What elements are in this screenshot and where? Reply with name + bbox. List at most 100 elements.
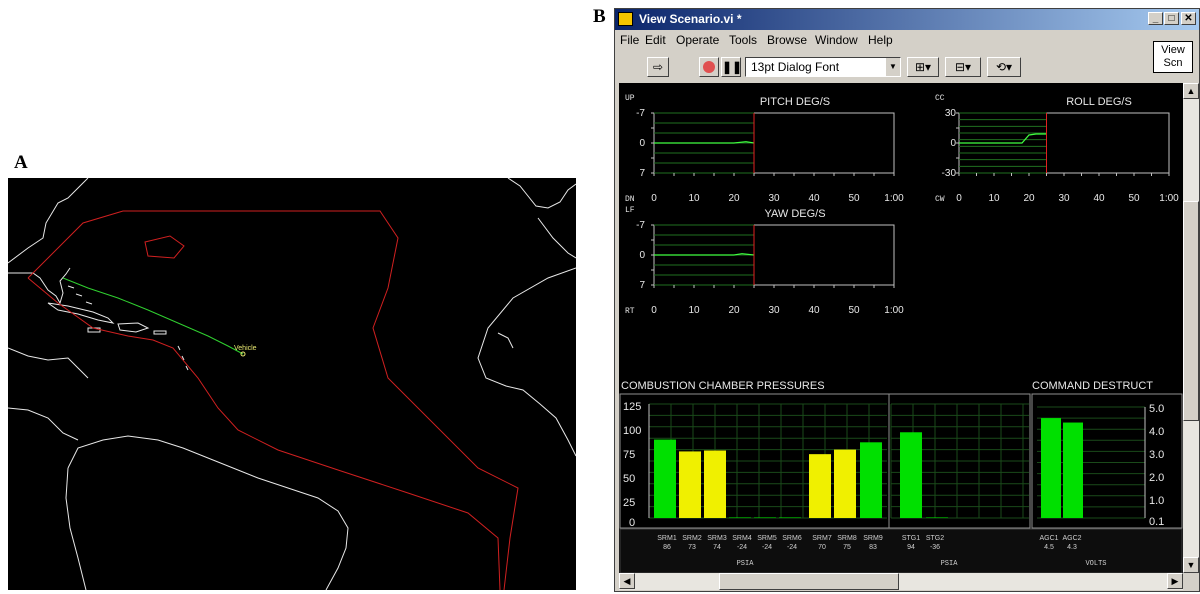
jamaica-island [87, 327, 101, 333]
scroll-up-arrow-icon[interactable]: ▲ [1183, 83, 1199, 99]
yaw-ytick-bottom: 7 [639, 280, 645, 291]
stg-unit-label: PSIA [941, 560, 959, 568]
yaw-xticks: 0 10 20 30 40 50 1:00 [651, 305, 904, 316]
vehicle-label: Vehicle [234, 345, 257, 352]
abort-icon[interactable] [699, 57, 719, 77]
srm-readout-value: 70 [818, 544, 826, 551]
roll-series-line [959, 133, 1047, 144]
lesser-antilles [177, 345, 189, 371]
dropdown-arrow-icon: ▼ [886, 58, 900, 76]
stg-readout-value: 94 [907, 544, 915, 551]
srm-readout-value: 75 [843, 544, 851, 551]
title-bar[interactable]: View Scenario.vi * _ □ ✕ [615, 9, 1199, 30]
yaw-chart: YAW DEG/S LF RT -7 0 7 0 10 20 30 40 50 … [625, 206, 904, 316]
srm-readout-value: -24 [762, 544, 772, 551]
yaw-xtick: 10 [688, 305, 700, 316]
run-arrow-icon[interactable]: ⇨ [647, 57, 669, 77]
window-title: View Scenario.vi * [639, 12, 742, 26]
roll-chart: ROLL DEG/S CC CW 30 0 -30 0 10 20 30 40 … [935, 94, 1179, 204]
vertical-scroll-thumb[interactable] [1183, 201, 1199, 421]
pitch-series-line [654, 141, 755, 144]
srm-unit-label: PSIA [737, 560, 755, 568]
yaw-xtick: 40 [808, 305, 820, 316]
roll-xtick: 10 [988, 193, 1000, 204]
bahamas-islands [67, 285, 93, 305]
menu-operate[interactable]: Operate [676, 33, 720, 47]
roll-xtick: 0 [956, 193, 962, 204]
volts-bar-agc1 [1041, 418, 1061, 518]
labview-icon [618, 12, 633, 26]
south-america-west-coast [65, 467, 87, 590]
menu-window[interactable]: Window [815, 33, 858, 47]
pitch-xtick: 1:00 [884, 193, 904, 204]
roll-bottom-label: CW [935, 195, 945, 204]
volts-unit-label: VOLTS [1085, 560, 1106, 568]
font-select[interactable]: 13pt Dialog Font ▼ [745, 57, 901, 77]
stg-readout-label: STG2 [926, 535, 944, 542]
scroll-left-arrow-icon[interactable]: ◀ [619, 573, 635, 589]
panel-b-letter: B [593, 6, 606, 27]
vehicle-trajectory [62, 277, 244, 355]
bar-plot-area [648, 403, 1146, 519]
distribute-objects-icon[interactable]: ⊟▾ [945, 57, 981, 77]
roll-xtick: 1:00 [1159, 193, 1179, 204]
volts-ytick: 2.0 [1149, 472, 1164, 484]
vehicle-marker [240, 351, 246, 357]
pressure-bar-srm5 [754, 517, 776, 518]
volts-ytick: 5.0 [1149, 403, 1164, 415]
menu-edit[interactable]: Edit [645, 33, 666, 47]
pressure-ytick: 0 [629, 517, 635, 529]
south-america-coastline [67, 435, 349, 590]
pitch-xtick: 20 [728, 193, 740, 204]
yaw-top-label: LF [625, 206, 635, 215]
maximize-button[interactable]: □ [1164, 12, 1179, 25]
destruct-title: COMMAND DESTRUCT [1032, 380, 1153, 392]
srm-readout-value: -24 [787, 544, 797, 551]
roll-xtick: 40 [1093, 193, 1105, 204]
yaw-title: YAW DEG/S [764, 208, 825, 220]
vertical-scrollbar[interactable]: ▲ ▼ [1183, 83, 1199, 573]
align-objects-icon[interactable]: ⊞▾ [907, 57, 939, 77]
horizontal-scroll-thumb[interactable] [719, 573, 899, 590]
pause-icon[interactable]: ❚❚ [721, 57, 742, 77]
roll-xtick: 50 [1128, 193, 1140, 204]
menu-tools[interactable]: Tools [729, 33, 758, 47]
srm-readout-value: 86 [663, 544, 671, 551]
srm-readout-label: SRM1 [657, 535, 677, 542]
gulf-coastline [8, 347, 89, 379]
pressure-ytick: 25 [623, 497, 635, 509]
pressure-ytick: 50 [623, 473, 635, 485]
yaw-series-line [654, 253, 755, 256]
scroll-down-arrow-icon[interactable]: ▼ [1183, 557, 1199, 573]
menu-file[interactable]: File [620, 33, 640, 47]
srm-readout-value: -24 [737, 544, 747, 551]
pitch-ytick-mid: 0 [639, 138, 645, 149]
srm-readout-label: SRM9 [863, 535, 883, 542]
pitch-chart: PITCH DEG/S UP DN -7 0 7 0 10 20 30 40 5… [625, 94, 904, 204]
pressure-bar-srm9 [860, 442, 882, 518]
readout-strip [619, 528, 1183, 573]
scroll-right-arrow-icon[interactable]: ▶ [1167, 573, 1183, 589]
reorder-icon[interactable]: ⟲▾ [987, 57, 1021, 77]
srm-readout-value: 73 [688, 544, 696, 551]
pitch-xtick: 0 [651, 193, 657, 204]
combustion-panel-frame [619, 393, 1031, 529]
font-select-value: 13pt Dialog Font [751, 60, 840, 74]
menu-browse[interactable]: Browse [767, 33, 808, 47]
puerto-rico-island [153, 330, 167, 335]
view-scn-icon[interactable]: View Scn [1153, 41, 1193, 73]
srm-readout-label: SRM8 [837, 535, 857, 542]
agc-readout-value: 4.5 [1044, 544, 1054, 551]
minimize-button[interactable]: _ [1148, 12, 1163, 25]
florida-coastline [8, 267, 71, 305]
volts-ytick: 3.0 [1149, 449, 1164, 461]
menu-help[interactable]: Help [868, 33, 893, 47]
yaw-xtick: 1:00 [884, 305, 904, 316]
close-button[interactable]: ✕ [1181, 12, 1196, 25]
panel-a-letter: A [14, 152, 28, 173]
hispaniola-island [117, 322, 150, 333]
menu-bar: File Edit Operate Tools Browse Window He… [615, 31, 1199, 49]
agc-readout-label: AGC2 [1062, 535, 1081, 542]
yaw-xtick: 20 [728, 305, 740, 316]
horizontal-scrollbar[interactable]: ◀ ▶ [619, 573, 1183, 590]
